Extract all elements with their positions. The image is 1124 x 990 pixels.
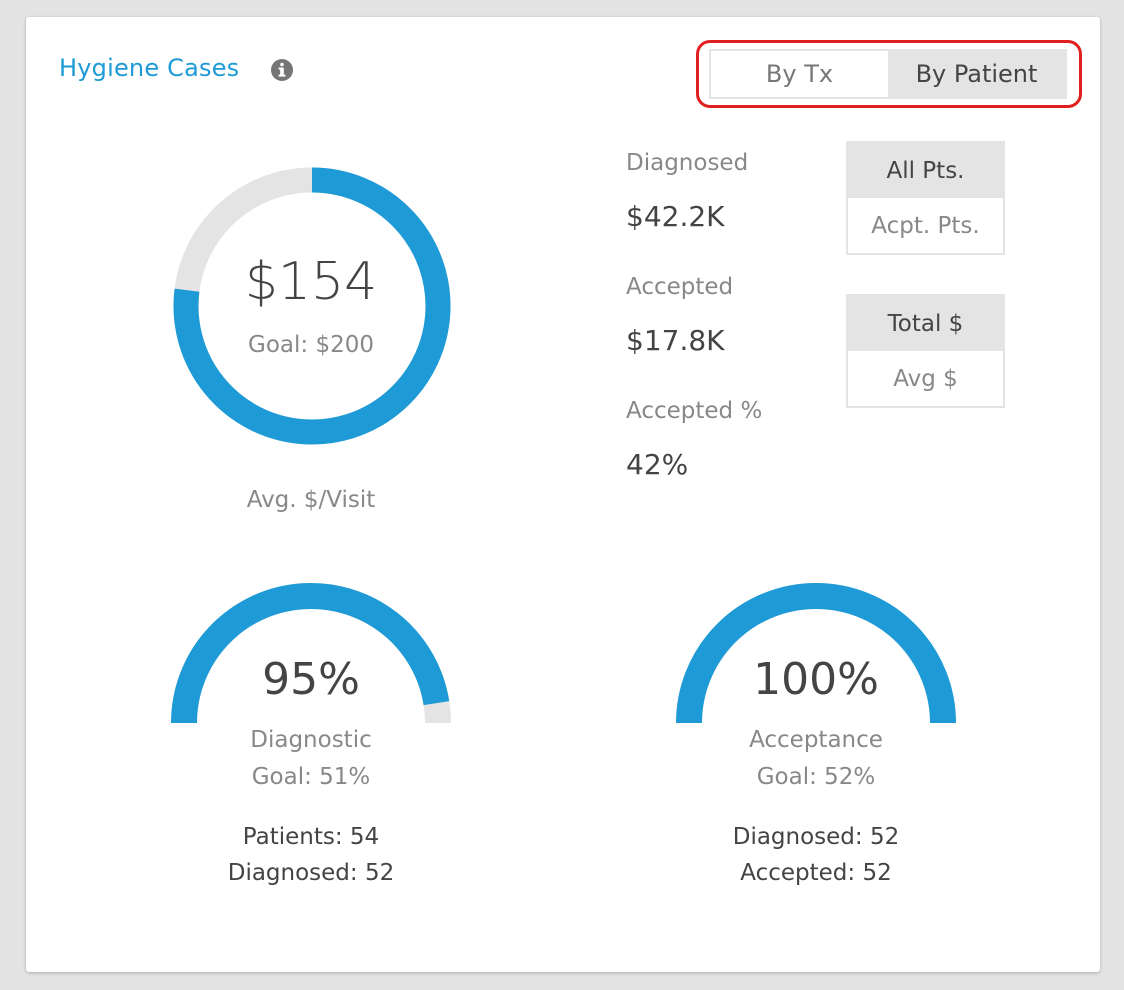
acceptance-goal: Goal: 52% xyxy=(756,764,876,790)
diagnostic-diagnosed: Diagnosed: 52 xyxy=(227,860,395,886)
accepted-pct-value: 42% xyxy=(626,448,689,481)
accepted-pct-label: Accepted % xyxy=(626,398,763,424)
diagnosed-label: Diagnosed xyxy=(626,150,749,176)
avg-visit-donut xyxy=(173,167,451,445)
diagnostic-label: Diagnostic xyxy=(250,727,372,753)
diagnosed-value: $42.2K xyxy=(626,200,725,233)
by-tx-button[interactable]: By Tx xyxy=(711,51,888,97)
all-pts-option[interactable]: All Pts. xyxy=(848,143,1003,198)
donut-progress xyxy=(173,167,451,445)
accepted-value: $17.8K xyxy=(626,324,725,357)
acceptance-gauge xyxy=(676,583,956,724)
view-toggle: By Tx By Patient xyxy=(709,49,1067,99)
avg-visit-value: $154 xyxy=(244,252,378,312)
info-circle-icon[interactable] xyxy=(270,58,294,82)
acceptance-accepted: Accepted: 52 xyxy=(740,860,892,886)
acceptance-value: 100% xyxy=(753,654,879,705)
acceptance-label: Acceptance xyxy=(749,727,883,753)
diagnostic-patients: Patients: 54 xyxy=(242,824,380,850)
acpt-pts-option[interactable]: Acpt. Pts. xyxy=(848,198,1003,253)
acceptance-gauge-progress xyxy=(676,583,956,724)
avg-visit-label: Avg. $/Visit xyxy=(246,487,376,513)
avg-dollar-option[interactable]: Avg $ xyxy=(848,351,1003,406)
acceptance-diagnosed: Diagnosed: 52 xyxy=(732,824,900,850)
hygiene-cases-card: Hygiene Cases By Tx By Patient $154 Goal… xyxy=(26,17,1100,972)
view-toggle-highlight xyxy=(696,40,1082,108)
accepted-label: Accepted xyxy=(626,274,734,300)
diagnostic-gauge-progress xyxy=(171,583,450,724)
by-patient-button[interactable]: By Patient xyxy=(888,51,1065,97)
amount-toggle: Total $ Avg $ xyxy=(846,294,1005,408)
avg-visit-goal: Goal: $200 xyxy=(248,332,374,358)
diagnostic-gauge xyxy=(171,583,451,724)
card-title: Hygiene Cases xyxy=(59,54,240,82)
diagnostic-goal: Goal: 51% xyxy=(251,764,371,790)
total-dollar-option[interactable]: Total $ xyxy=(848,296,1003,351)
patient-filter-toggle: All Pts. Acpt. Pts. xyxy=(846,141,1005,255)
diagnostic-value: 95% xyxy=(262,654,360,705)
